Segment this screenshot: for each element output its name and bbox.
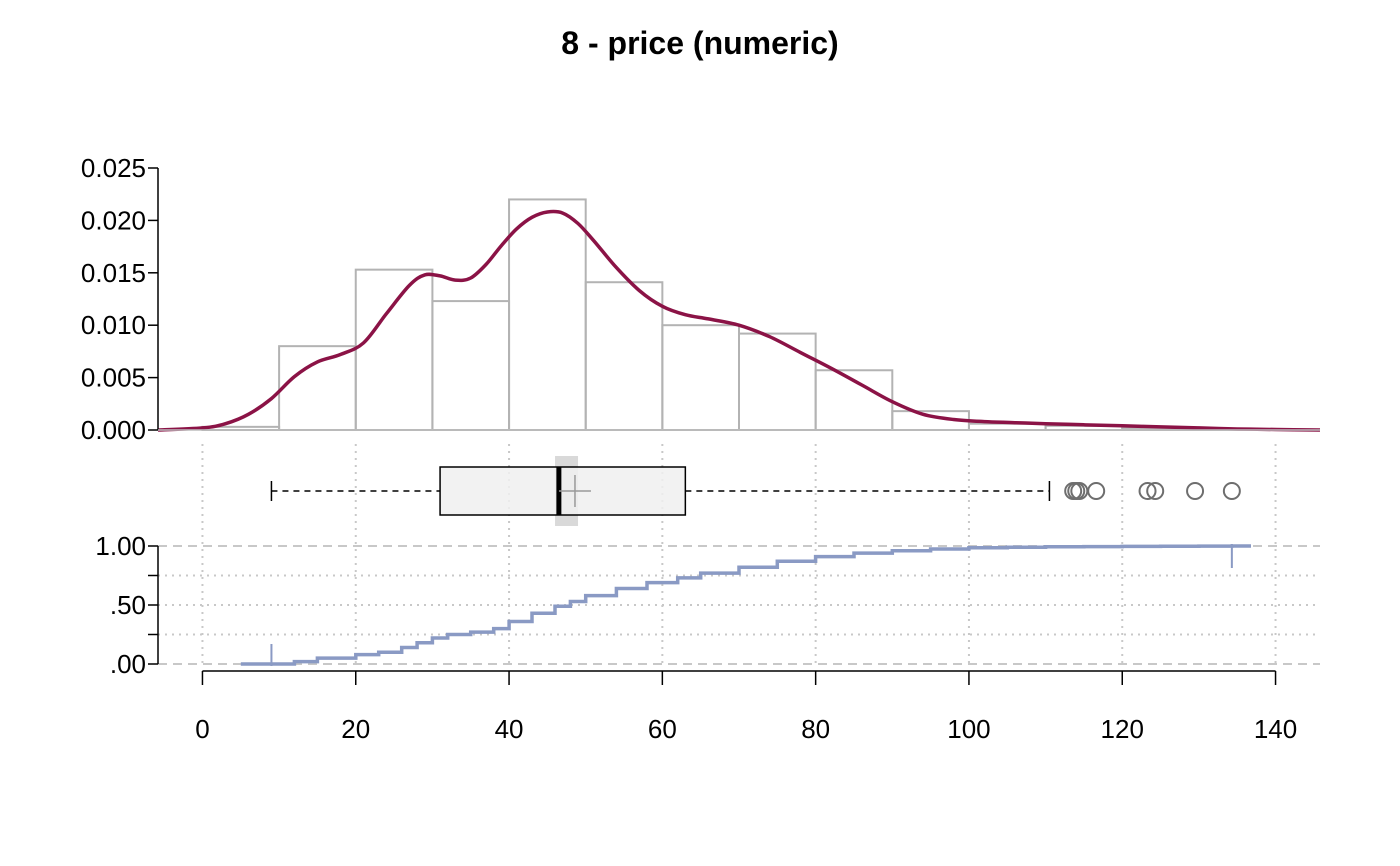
outlier-point-3 xyxy=(1087,482,1106,500)
histogram-bar-3 xyxy=(431,300,511,432)
x-tick-label-7: 140 xyxy=(1254,714,1297,744)
x-tick-label-3: 60 xyxy=(648,714,677,744)
outlier-point-4 xyxy=(1138,482,1157,500)
hist-y-tick-label-1: 0.005 xyxy=(81,363,146,393)
hist-y-tick-label-0: 0.000 xyxy=(81,415,146,445)
boxplot xyxy=(270,456,1241,526)
x-tick-label-1: 20 xyxy=(341,714,370,744)
histogram-bar-6 xyxy=(661,324,741,432)
histogram-bar-1 xyxy=(278,345,357,431)
ecdf-y-tick-label-2: .50 xyxy=(110,590,146,620)
ecdf-line xyxy=(240,544,1251,666)
histogram-bar-2 xyxy=(354,268,434,431)
hist-y-tick-label-5: 0.025 xyxy=(81,153,146,183)
outlier-point-5 xyxy=(1146,482,1165,500)
chart-title: 8 - price (numeric) xyxy=(561,25,838,61)
x-tick-label-2: 40 xyxy=(495,714,524,744)
outlier-point-6 xyxy=(1186,482,1205,500)
histogram-bar-4 xyxy=(508,198,587,431)
grid-layer xyxy=(158,444,1320,665)
x-tick-label-6: 120 xyxy=(1101,714,1144,744)
ecdf-y-tick-label-0: .00 xyxy=(110,649,146,679)
hist-y-tick-label-3: 0.015 xyxy=(81,258,146,288)
x-tick-label-5: 100 xyxy=(947,714,990,744)
hist-y-tick-label-4: 0.020 xyxy=(81,205,146,235)
x-tick-label-0: 0 xyxy=(195,714,209,744)
outlier-point-7 xyxy=(1222,482,1241,500)
density-curve xyxy=(157,209,1321,432)
hist-y-tick-label-2: 0.010 xyxy=(81,310,146,340)
ecdf-y-tick-label-4: 1.00 xyxy=(95,531,146,561)
x-tick-label-4: 80 xyxy=(801,714,830,744)
density-line xyxy=(157,209,1321,432)
histogram xyxy=(201,198,1277,432)
axes: 0.000 0.005 0.010 0.015 0.020 0.025 .00 .50 1.00… xyxy=(81,153,1320,744)
histogram-bar-7 xyxy=(738,332,817,432)
histogram-bar-5 xyxy=(584,281,664,431)
ecdf xyxy=(240,544,1251,666)
